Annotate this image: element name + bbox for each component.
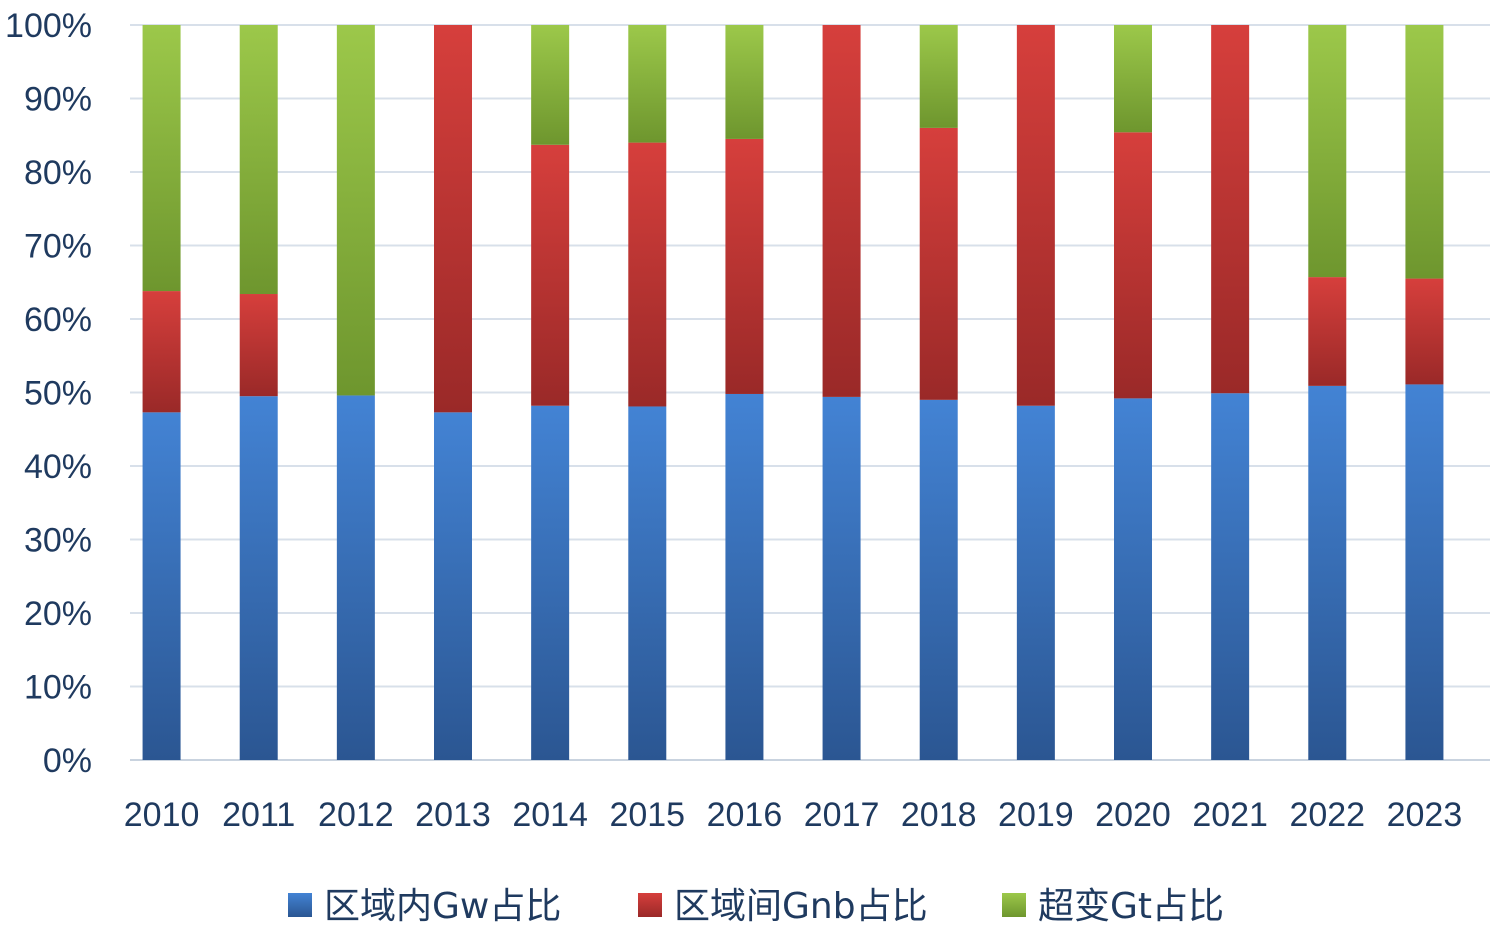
- bar-2014-series-1: [531, 144, 570, 406]
- x-tick-label: 2022: [1289, 796, 1365, 834]
- y-tick-label: 10%: [24, 669, 92, 707]
- bar-2020-series-1: [1114, 132, 1152, 399]
- x-tick-label: 2011: [222, 796, 295, 834]
- x-tick-label: 2019: [998, 796, 1074, 834]
- x-tick-label: 2017: [804, 796, 880, 834]
- x-tick-label: 2014: [512, 796, 588, 834]
- bar-2015-series-0: [628, 406, 667, 760]
- bar-2019-series-0: [1016, 405, 1055, 760]
- gridlines: [130, 24, 1490, 761]
- bar-2016-series-0: [725, 393, 764, 760]
- bar-2018-series-1: [919, 127, 958, 400]
- x-tick-label: 2016: [707, 796, 783, 834]
- bar-2017-series-1: [822, 25, 861, 397]
- bar-2010-series-2: [142, 25, 181, 292]
- y-tick-label: 50%: [24, 375, 92, 413]
- x-tick-label: 2020: [1095, 796, 1171, 834]
- bar-2013-series-1: [434, 25, 472, 413]
- bar-2011-series-0: [239, 396, 278, 760]
- x-axis: 2010 2011 2012 2013 2014 2015 2016 2017 2018 2019…: [124, 796, 1462, 834]
- y-tick-label: 40%: [24, 448, 92, 486]
- bar-2016-series-2: [725, 25, 764, 139]
- bar-2019-series-1: [1016, 25, 1055, 406]
- bar-2023-series-1: [1405, 278, 1444, 385]
- x-tick-label: 2012: [318, 796, 394, 834]
- bar-2022-series-0: [1308, 385, 1347, 760]
- legend-swatch-1: [638, 893, 662, 917]
- legend-label-0: 区域内Gw占比: [324, 886, 561, 927]
- bar-2018-series-2: [919, 25, 958, 128]
- legend: 区域内Gw占比 区域间Gnb占比 超变Gt占比: [288, 886, 1224, 927]
- legend-label-2: 超变Gt占比: [1038, 886, 1224, 927]
- y-tick-label: 60%: [24, 301, 92, 339]
- bar-2020-series-2: [1114, 25, 1152, 133]
- bar-2018-series-0: [919, 399, 958, 760]
- bar-2015-series-2: [628, 25, 667, 143]
- x-tick-label: 2023: [1387, 796, 1463, 834]
- y-tick-label: 90%: [24, 81, 92, 119]
- legend-swatch-2: [1002, 893, 1026, 917]
- bar-2017-series-0: [822, 396, 861, 760]
- x-tick-label: 2013: [415, 796, 491, 834]
- bar-2023-series-0: [1405, 384, 1444, 760]
- bar-2010-series-0: [142, 412, 181, 760]
- y-axis: 0% 10% 20% 30% 40% 50% 60% 70% 80% 90% 100%: [5, 7, 92, 780]
- x-tick-label: 2018: [901, 796, 977, 834]
- bar-2016-series-1: [725, 138, 764, 394]
- bar-2015-series-1: [628, 142, 667, 407]
- bars: [142, 25, 1444, 760]
- bar-2021-series-0: [1211, 393, 1250, 760]
- y-tick-label: 80%: [24, 154, 92, 192]
- bar-2020-series-0: [1114, 398, 1152, 760]
- y-tick-label: 100%: [5, 7, 92, 45]
- bar-2012-series-2: [336, 25, 375, 396]
- legend-label-1: 区域间Gnb占比: [674, 886, 928, 927]
- y-tick-label: 30%: [24, 522, 92, 560]
- bar-2011-series-2: [239, 25, 278, 295]
- bar-2013-series-0: [434, 412, 472, 760]
- bar-2014-series-2: [531, 25, 570, 145]
- bar-2014-series-0: [531, 405, 570, 760]
- bar-2010-series-1: [142, 291, 181, 413]
- bar-2012-series-0: [336, 395, 375, 760]
- legend-swatch-0: [288, 893, 312, 917]
- x-tick-label: 2015: [609, 796, 685, 834]
- y-tick-label: 70%: [24, 228, 92, 266]
- bar-2022-series-1: [1308, 277, 1347, 386]
- y-tick-label: 20%: [24, 595, 92, 633]
- bar-2021-series-1: [1211, 25, 1250, 394]
- x-tick-label: 2021: [1192, 796, 1268, 834]
- x-tick-label: 2010: [124, 796, 200, 834]
- bar-2023-series-2: [1405, 25, 1444, 279]
- bar-2022-series-2: [1308, 25, 1347, 278]
- bar-2011-series-1: [239, 294, 278, 397]
- y-tick-label: 0%: [43, 742, 92, 780]
